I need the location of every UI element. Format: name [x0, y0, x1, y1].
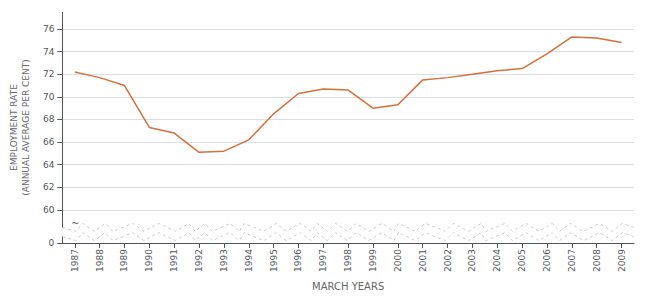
svg-text:2003: 2003	[467, 249, 477, 272]
svg-text:1993: 1993	[219, 249, 229, 272]
svg-text:~: ~	[71, 218, 79, 229]
svg-text:68: 68	[43, 114, 55, 124]
svg-text:1999: 1999	[368, 249, 378, 272]
svg-text:2001: 2001	[418, 249, 428, 272]
svg-text:2009: 2009	[617, 249, 627, 272]
svg-text:1987: 1987	[70, 249, 80, 272]
svg-text:1988: 1988	[95, 249, 105, 272]
svg-text:1995: 1995	[269, 249, 279, 272]
svg-text:2006: 2006	[542, 249, 552, 272]
svg-text:66: 66	[43, 137, 55, 147]
svg-text:1991: 1991	[169, 249, 179, 272]
svg-text:2000: 2000	[393, 249, 403, 272]
svg-text:1997: 1997	[318, 249, 328, 272]
svg-text:1990: 1990	[144, 249, 154, 272]
svg-text:1996: 1996	[293, 249, 303, 272]
svg-text:2005: 2005	[517, 249, 527, 272]
svg-text:EMPLOYMENT RATE: EMPLOYMENT RATE	[9, 84, 19, 171]
svg-text:70: 70	[43, 92, 55, 102]
svg-text:1992: 1992	[194, 249, 204, 272]
svg-text:62: 62	[43, 182, 54, 192]
svg-text:1998: 1998	[343, 249, 353, 272]
svg-text:(ANNUAL AVERAGE PER CENT): (ANNUAL AVERAGE PER CENT)	[21, 59, 31, 196]
svg-text:1989: 1989	[119, 249, 129, 272]
svg-text:72: 72	[43, 69, 54, 79]
svg-text:2004: 2004	[492, 249, 502, 272]
svg-text:MARCH YEARS: MARCH YEARS	[312, 281, 384, 292]
svg-text:2002: 2002	[443, 249, 453, 272]
svg-text:64: 64	[43, 160, 55, 170]
svg-text:2007: 2007	[567, 249, 577, 272]
svg-text:76: 76	[43, 24, 55, 34]
svg-text:1994: 1994	[244, 249, 254, 272]
svg-text:2008: 2008	[592, 249, 602, 272]
svg-text:0: 0	[49, 238, 55, 248]
svg-text:74: 74	[43, 47, 55, 57]
svg-text:60: 60	[43, 205, 55, 215]
